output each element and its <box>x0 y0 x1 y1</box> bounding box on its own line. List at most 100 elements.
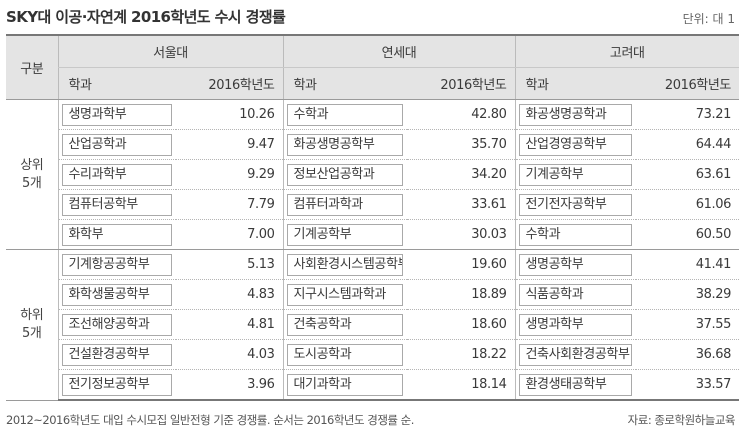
department-name: 생명공학부 <box>518 253 632 276</box>
table-row: 수리과학부 9.29 정보산업공학과 34.20 기계공학부 63.61 <box>6 159 739 190</box>
department-name: 생명과학부 <box>61 103 172 126</box>
department-name: 사회환경시스템공학부 <box>286 253 403 276</box>
table-row: 산업공학과 9.47 화공생명공학부 35.70 산업경영공학부 64.44 <box>6 129 739 160</box>
dept-cell-korea: 환경생태공학부 <box>514 369 636 401</box>
dept-cell-seoul: 산업공학과 <box>57 129 176 160</box>
score-cell-seoul: 9.29 <box>176 159 283 190</box>
department-name: 컴퓨터과학과 <box>286 193 403 216</box>
dept-cell-yonsei: 컴퓨터과학과 <box>282 189 407 220</box>
table-row: 하위 5개 기계항공공학부 5.13 사회환경시스템공학부 19.60 생명공학부 41.41 <box>6 249 739 401</box>
dept-cell-yonsei: 지구시스템과학과 <box>282 279 407 310</box>
dept-cell-yonsei: 기계공학부 <box>282 219 407 250</box>
dept-cell-seoul: 기계항공공학부 <box>57 249 176 280</box>
score-cell-yonsei: 42.80 <box>407 99 515 130</box>
score-column-header: 2016학년도 <box>407 67 515 100</box>
department-name: 기계항공공학부 <box>61 253 172 276</box>
department-name: 건축사회환경공학부 <box>518 343 632 366</box>
group-label-line2: 5개 <box>22 325 42 341</box>
dept-cell-seoul: 컴퓨터공학부 <box>57 189 176 220</box>
score-cell-korea: 60.50 <box>636 219 739 250</box>
department-name: 지구시스템과학과 <box>286 283 403 306</box>
department-name: 식품공학과 <box>518 283 632 306</box>
page-title: SKY대 이공·자연계 2016학년도 수시 경쟁률 <box>6 8 286 26</box>
dept-cell-seoul: 화학생물공학부 <box>57 279 176 310</box>
score-cell-yonsei: 18.22 <box>407 339 515 370</box>
score-column-header: 2016학년도 <box>636 67 739 100</box>
department-name: 대기과학과 <box>286 373 403 396</box>
score-cell-seoul: 4.83 <box>176 279 283 310</box>
dept-cell-seoul: 화학부 <box>57 219 176 250</box>
department-name: 기계공학부 <box>286 223 403 246</box>
competition-table: 구분 서울대 연세대 고려대 학과 2016학년도 학과 2016학년도 학과 … <box>6 34 739 401</box>
dept-column-header: 학과 <box>282 67 407 100</box>
header-row-universities: 구분 서울대 연세대 고려대 <box>6 34 739 100</box>
unit-label: 단위: 대 1 <box>682 12 735 26</box>
dept-cell-seoul: 수리과학부 <box>57 159 176 190</box>
department-name: 수리과학부 <box>61 163 172 186</box>
score-cell-seoul: 9.47 <box>176 129 283 160</box>
table-row: 화학생물공학부 4.83 지구시스템과학과 18.89 식품공학과 38.29 <box>6 279 739 310</box>
group-label-line1: 하위 <box>20 307 44 323</box>
score-cell-yonsei: 33.61 <box>407 189 515 220</box>
score-cell-seoul: 10.26 <box>176 99 283 130</box>
dept-cell-yonsei: 대기과학과 <box>282 369 407 401</box>
table-row: 조선해양공학과 4.81 건축공학과 18.60 생명과학부 37.55 <box>6 309 739 340</box>
department-name: 산업공학과 <box>61 133 172 156</box>
department-name: 환경생태공학부 <box>518 373 632 396</box>
department-name: 건설환경공학부 <box>61 343 172 366</box>
dept-cell-korea: 기계공학부 <box>514 159 636 190</box>
department-name: 컴퓨터공학부 <box>61 193 172 216</box>
department-name: 화공생명공학부 <box>286 133 403 156</box>
department-name: 화학부 <box>61 223 172 246</box>
group-label: 상위 5개 <box>6 99 58 250</box>
dept-cell-yonsei: 건축공학과 <box>282 309 407 340</box>
dept-cell-korea: 생명공학부 <box>514 249 636 280</box>
category-header: 구분 <box>6 34 58 100</box>
score-cell-yonsei: 35.70 <box>407 129 515 160</box>
department-name: 수학과 <box>286 103 403 126</box>
dept-cell-yonsei: 사회환경시스템공학부 <box>282 249 407 280</box>
department-name: 산업경영공학부 <box>518 133 632 156</box>
score-cell-korea: 61.06 <box>636 189 739 220</box>
source-note: 자료: 종로학원하늘교육 <box>627 413 736 427</box>
dept-cell-korea: 식품공학과 <box>514 279 636 310</box>
table-row: 건설환경공학부 4.03 도시공학과 18.22 건축사회환경공학부 36.68 <box>6 339 739 370</box>
dept-cell-seoul: 건설환경공학부 <box>57 339 176 370</box>
score-cell-korea: 37.55 <box>636 309 739 340</box>
table-row: 상위 5개 생명과학부 10.26 수학과 42.80 화공생명공학과 73.21 <box>6 99 739 250</box>
department-name: 도시공학과 <box>286 343 403 366</box>
score-cell-yonsei: 18.14 <box>407 369 515 401</box>
department-name: 화공생명공학과 <box>518 103 632 126</box>
dept-cell-seoul: 생명과학부 <box>57 99 176 130</box>
score-cell-yonsei: 18.60 <box>407 309 515 340</box>
dept-cell-korea: 화공생명공학과 <box>514 99 636 130</box>
table-body: 상위 5개 생명과학부 10.26 수학과 42.80 화공생명공학과 73.21 산업공학과 9… <box>6 99 739 401</box>
score-cell-seoul: 4.81 <box>176 309 283 340</box>
dept-cell-seoul: 전기정보공학부 <box>57 369 176 401</box>
score-cell-korea: 41.41 <box>636 249 739 280</box>
table-row: 전기정보공학부 3.96 대기과학과 18.14 환경생태공학부 33.57 <box>6 369 739 401</box>
dept-cell-yonsei: 정보산업공학과 <box>282 159 407 190</box>
score-cell-korea: 73.21 <box>636 99 739 130</box>
department-name: 기계공학부 <box>518 163 632 186</box>
group-label-line1: 상위 <box>20 157 44 173</box>
university-yonsei: 연세대 <box>282 34 515 68</box>
university-seoul: 서울대 <box>57 34 283 68</box>
score-cell-korea: 64.44 <box>636 129 739 160</box>
dept-cell-korea: 생명과학부 <box>514 309 636 340</box>
university-korea: 고려대 <box>514 34 739 68</box>
department-name: 정보산업공학과 <box>286 163 403 186</box>
score-cell-korea: 38.29 <box>636 279 739 310</box>
dept-cell-korea: 건축사회환경공학부 <box>514 339 636 370</box>
department-name: 수학과 <box>518 223 632 246</box>
dept-column-header: 학과 <box>57 67 176 100</box>
score-column-header: 2016학년도 <box>176 67 283 100</box>
department-name: 화학생물공학부 <box>61 283 172 306</box>
department-name: 전기정보공학부 <box>61 373 172 396</box>
table-row: 화학부 7.00 기계공학부 30.03 수학과 60.50 <box>6 219 739 250</box>
group-label: 하위 5개 <box>6 249 58 401</box>
score-cell-korea: 63.61 <box>636 159 739 190</box>
score-cell-korea: 33.57 <box>636 369 739 401</box>
score-cell-seoul: 7.00 <box>176 219 283 250</box>
